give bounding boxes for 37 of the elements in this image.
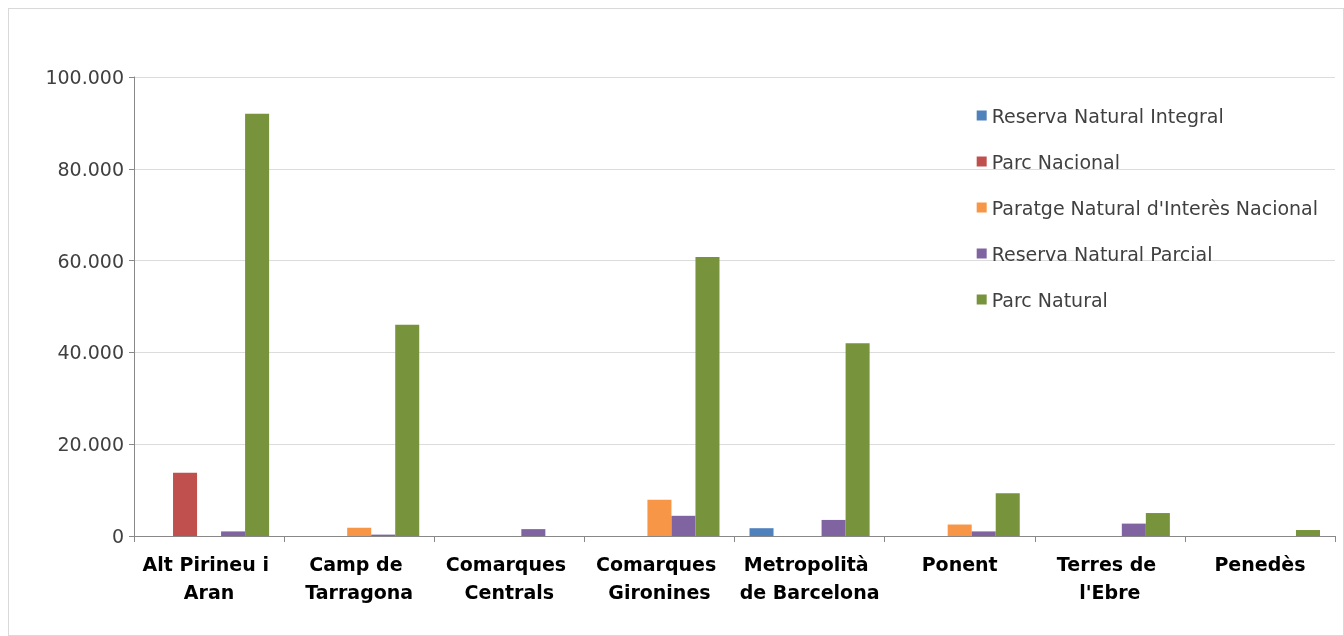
bar bbox=[521, 529, 546, 536]
x-tick-label: Comarques Centrals bbox=[445, 553, 573, 603]
x-tick-label: Penedès bbox=[1214, 553, 1306, 575]
bar bbox=[347, 527, 372, 536]
y-tick-label: 20.000 bbox=[57, 433, 124, 456]
y-tick-label: 100.000 bbox=[45, 66, 124, 88]
bar bbox=[173, 472, 198, 536]
bar bbox=[1145, 513, 1170, 536]
bar bbox=[695, 256, 720, 536]
bar bbox=[245, 113, 270, 536]
bar bbox=[671, 515, 696, 536]
legend-label: Reserva Natural Parcial bbox=[991, 242, 1213, 265]
bar bbox=[995, 493, 1020, 536]
bar bbox=[647, 499, 672, 536]
legend-label: Paratge Natural d'Interès Nacional bbox=[991, 196, 1319, 219]
bar bbox=[749, 528, 774, 536]
bar bbox=[947, 524, 972, 536]
x-tick-label: Terres de l'Ebre bbox=[1056, 553, 1163, 603]
bar bbox=[1121, 523, 1146, 536]
y-tick-label: 60.000 bbox=[57, 249, 124, 272]
y-tick-label: 0 bbox=[111, 525, 124, 547]
bar bbox=[971, 531, 996, 536]
bar bbox=[1295, 530, 1320, 536]
legend-label: Parc Nacional bbox=[991, 150, 1120, 173]
x-tick-label: Ponent bbox=[921, 553, 998, 575]
x-tick-label: Comarques Gironines bbox=[595, 553, 723, 603]
x-tick-label: Metropolità de Barcelona bbox=[739, 553, 880, 603]
bar bbox=[221, 531, 246, 536]
legend-label: Parc Natural bbox=[991, 288, 1108, 311]
bar bbox=[845, 343, 870, 536]
x-tick-label: Camp de Tarragona bbox=[305, 553, 414, 603]
bar bbox=[821, 519, 846, 536]
legend-label: Reserva Natural Integral bbox=[991, 104, 1224, 127]
y-tick-label: 80.000 bbox=[57, 157, 124, 180]
y-tick-label: 40.000 bbox=[57, 341, 124, 364]
x-tick-label: Alt Pirineu i Aran bbox=[142, 553, 276, 603]
bar bbox=[395, 324, 420, 536]
